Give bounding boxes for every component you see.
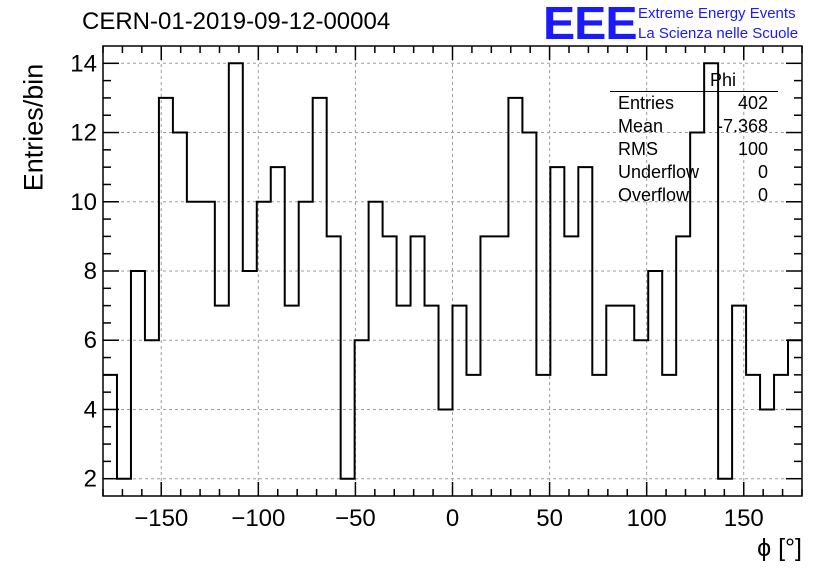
stat-row-overflow: Overflow 0	[610, 184, 778, 207]
logo-subtitle-2: La Scienza nelle Scuole	[638, 25, 799, 42]
histogram-bin	[369, 202, 383, 496]
y-tick-label: 12	[70, 120, 97, 147]
y-tick-label: 14	[70, 50, 97, 77]
logo-subtitle-1: Extreme Energy Events	[638, 5, 796, 22]
stat-row-entries: Entries 402	[610, 92, 778, 115]
stat-key: Mean	[618, 116, 664, 136]
histogram-bin	[466, 375, 480, 496]
histogram-bin	[732, 306, 746, 496]
histogram-bin	[397, 306, 411, 496]
x-tick-label: 50	[536, 505, 563, 532]
x-tick-label: −150	[134, 505, 188, 532]
histogram-bin	[439, 409, 453, 496]
y-tick-label: 6	[84, 327, 97, 354]
histogram-bin	[285, 306, 299, 496]
stat-value: 0	[757, 162, 768, 182]
histogram-bin	[313, 98, 327, 496]
histogram-bin	[564, 236, 578, 496]
histogram-bin	[494, 236, 508, 496]
histogram-bin	[341, 479, 355, 496]
histogram-bin	[271, 167, 285, 496]
histogram-bin	[201, 202, 215, 496]
histogram-bin	[131, 271, 145, 496]
y-tick-label: 10	[70, 189, 97, 216]
histogram-bin	[718, 479, 732, 496]
x-tick-label: −100	[231, 505, 285, 532]
histogram-bin	[620, 306, 634, 496]
histogram-bin	[453, 306, 467, 496]
histogram-bin	[676, 236, 690, 496]
x-tick-label: 150	[724, 505, 764, 532]
y-tick-label: 4	[84, 396, 97, 423]
stat-key: RMS	[618, 139, 658, 159]
histogram-bin	[411, 236, 425, 496]
stat-value: 402	[737, 93, 768, 113]
histogram-outline	[103, 62, 802, 480]
stat-row-rms: RMS 100	[610, 138, 778, 161]
histogram-bin	[522, 133, 536, 496]
stats-box-title: Phi	[610, 70, 778, 92]
histogram-bin	[229, 63, 243, 496]
histogram-bin	[592, 375, 606, 496]
histogram-bin	[606, 306, 620, 496]
x-tick-labels: −150 −100 −50 0 50 100 150	[134, 505, 764, 532]
histogram-bin	[760, 409, 774, 496]
histogram-bin	[159, 98, 173, 496]
histogram-bin	[774, 375, 788, 496]
stat-value: -7.368	[716, 116, 768, 136]
histogram-bin	[243, 271, 257, 496]
histogram-bin	[578, 167, 592, 496]
histogram-bin	[145, 340, 159, 496]
histogram-bin	[187, 202, 201, 496]
histogram-bin	[117, 479, 131, 496]
histogram-bin	[536, 375, 550, 496]
stat-key: Overflow	[618, 185, 690, 205]
x-tick-label: −50	[335, 505, 376, 532]
histogram-bin	[788, 340, 802, 496]
y-tick-label: 8	[84, 258, 97, 285]
histogram-bin	[355, 340, 369, 496]
histogram-bin	[299, 202, 313, 496]
stat-row-mean: Mean -7.368	[610, 115, 778, 138]
stats-box: Phi Entries 402 Mean -7.368 RMS 100 Unde…	[610, 70, 778, 207]
stat-key: Entries	[618, 93, 675, 113]
histogram-bin	[383, 236, 397, 496]
histogram-bin	[480, 236, 494, 496]
histogram-bin	[746, 375, 760, 496]
chart-title: CERN-01-2019-09-12-00004	[82, 8, 391, 35]
x-tick-label: 100	[627, 505, 667, 532]
stat-row-underflow: Underflow 0	[610, 161, 778, 184]
eee-logo: EEE	[543, 0, 638, 49]
histogram-bin	[215, 306, 229, 496]
histogram-bin	[173, 133, 187, 496]
histogram-bin	[257, 202, 271, 496]
histogram-bin	[103, 375, 117, 496]
stat-key: Underflow	[618, 162, 700, 182]
axis-ticks	[102, 46, 803, 496]
histogram-bin	[327, 236, 341, 496]
x-axis-label: ϕ [°]	[757, 534, 802, 562]
histogram-bin	[508, 98, 522, 496]
y-axis-label: Entries/bin	[18, 63, 49, 192]
histogram-bin	[662, 375, 676, 496]
stat-value: 100	[737, 139, 768, 159]
histogram-bin	[550, 167, 564, 496]
x-tick-label: 0	[446, 505, 459, 532]
stat-value: 0	[757, 185, 768, 205]
histogram-bin	[634, 340, 648, 496]
y-tick-labels: 2 4 6 8 10 12 14	[70, 50, 97, 492]
histogram-bin	[648, 271, 662, 496]
y-tick-label: 2	[84, 466, 97, 493]
histogram-bin	[425, 306, 439, 496]
